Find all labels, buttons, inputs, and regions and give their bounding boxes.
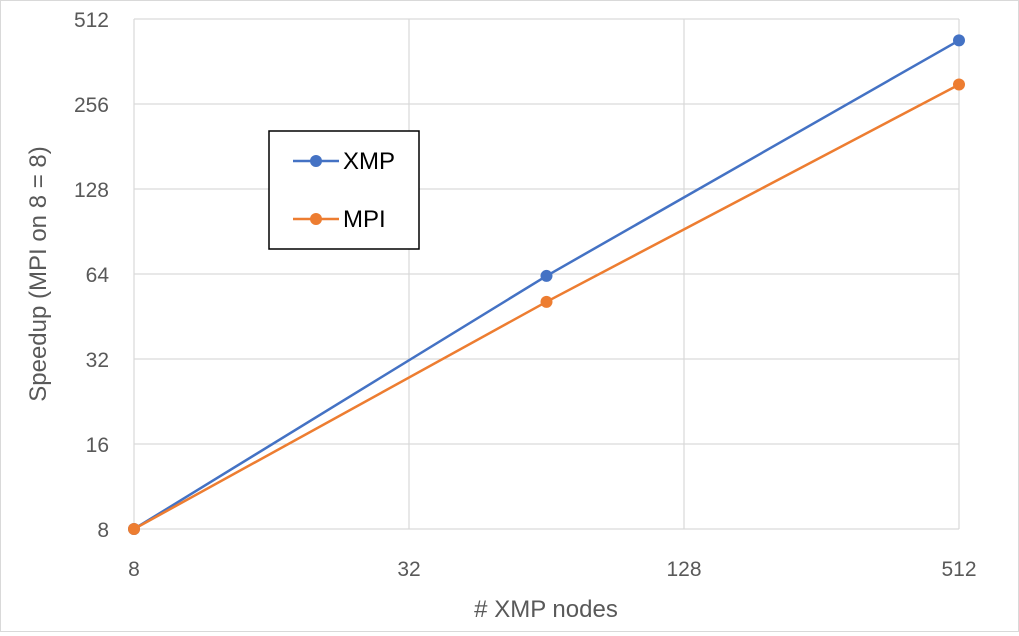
legend-box [268,130,420,250]
data-series [128,34,965,535]
y-axis-title: Speedup (MPI on 8 = 8) [25,146,52,402]
y-tick-label: 256 [74,94,109,117]
x-tick-label: 8 [128,558,140,581]
y-tick-label: 64 [86,264,110,287]
x-tick-label: 32 [397,558,420,581]
x-tick-label: 128 [666,558,701,581]
series-mpi [128,78,965,535]
legend-label-xmp: XMP [343,148,395,175]
x-axis-title: # XMP nodes [474,596,618,623]
data-point-mpi [540,295,553,308]
x-axis-ticks: 8 32 128 512 [128,558,976,581]
legend-label-mpi: MPI [343,206,386,233]
y-tick-label: 8 [97,519,109,542]
data-point-xmp [540,269,553,282]
legend: XMP MPI [268,130,420,250]
series-xmp [128,34,965,535]
y-tick-label: 128 [74,179,109,202]
data-point-xmp [953,34,965,47]
y-axis-ticks: 8 16 32 64 128 256 512 [74,9,109,542]
x-tick-label: 512 [941,558,976,581]
data-point-mpi [128,523,140,535]
y-tick-label: 32 [86,349,109,372]
legend-marker-mpi [310,213,322,225]
data-point-mpi [953,78,965,91]
y-tick-label: 16 [86,434,109,457]
legend-marker-xmp [310,155,322,167]
y-tick-label: 512 [74,9,109,32]
series-line-xmp [133,39,960,531]
